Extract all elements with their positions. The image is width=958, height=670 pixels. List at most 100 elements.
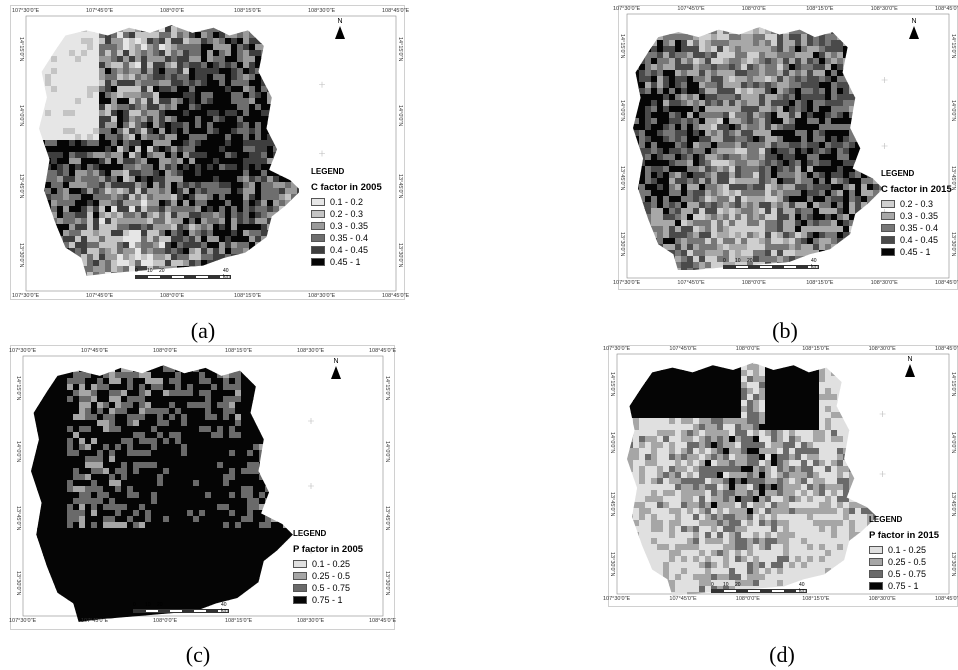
latitude-label: 13°30'0"N — [15, 570, 21, 595]
longitude-label: 108°0'0"E — [741, 6, 766, 12]
legend-item: 0.3 - 0.35 — [311, 220, 382, 232]
study-area-raster — [627, 362, 877, 597]
legend-item: 0.4 - 0.45 — [311, 244, 382, 256]
scale-label: 20 — [747, 258, 753, 264]
legend-item: 0.35 - 0.4 — [881, 222, 952, 234]
longitude-label: 107°30'0"E — [9, 348, 37, 354]
scale-label: 40 km — [223, 268, 230, 280]
map-panel-c-factor-2005: LEGEND C factor in 2005 0.1 - 0.2 0.2 - 0.3… — [10, 5, 409, 300]
latitude-label: 13°30'0"N — [18, 242, 24, 268]
map-canvas — [22, 355, 384, 622]
map-panel-c-factor-2015: LEGEND C factor in 2015 0.2 - 0.3 0.3 - 0.3… — [613, 5, 958, 290]
longitude-label: 108°45'0"E — [382, 8, 410, 14]
legend-swatch — [881, 212, 895, 220]
scale-label: 20 — [157, 602, 163, 608]
legend-item: 0.75 - 1 — [293, 594, 363, 606]
caption-a: (a) — [190, 318, 216, 343]
legend-item: 0.1 - 0.25 — [869, 544, 939, 556]
longitude-label: 107°45'0"E — [81, 348, 109, 354]
graticule-cross — [319, 150, 325, 157]
graticule-cross — [881, 143, 888, 149]
scale-label: 0 — [133, 602, 136, 608]
longitude-label: 108°15'0"E — [802, 596, 830, 602]
legend-item: 0.4 - 0.45 — [881, 234, 952, 246]
north-arrow-icon: N — [907, 18, 921, 39]
map-frame — [616, 353, 950, 595]
longitude-label: 108°30'0"E — [297, 618, 325, 624]
longitude-label: 108°30'0"E — [297, 348, 325, 354]
legend-item: 0.45 - 1 — [881, 246, 952, 258]
longitude-label: 108°0'0"E — [153, 618, 178, 624]
scale-label: 10 — [145, 602, 151, 608]
graticule-cross — [308, 548, 314, 554]
scale-bar: 0 10 20 40 km — [135, 268, 235, 282]
scale-label: 10 — [723, 582, 729, 588]
longitude-label: 108°0'0"E — [735, 346, 760, 352]
scale-label: 0 — [711, 582, 714, 588]
legend-swatch — [311, 258, 325, 266]
scale-label: 20 — [159, 268, 165, 274]
map-frame — [25, 15, 397, 292]
latitude-label: 13°45'0"N — [18, 174, 24, 199]
legend-item: 0.5 - 0.75 — [869, 568, 939, 580]
longitude-label: 107°45'0"E — [86, 8, 114, 14]
longitude-label: 107°45'0"E — [677, 6, 705, 12]
longitude-label: 108°0'0"E — [160, 8, 185, 14]
longitude-label: 108°45'0"E — [935, 596, 958, 602]
longitude-label: 107°45'0"E — [677, 280, 705, 286]
graticule-cross — [879, 411, 886, 417]
legend-item: 0.35 - 0.4 — [311, 232, 382, 244]
longitude-label: 107°30'0"E — [603, 596, 631, 602]
latitude-label: 14°0'0"N — [15, 440, 21, 462]
legend-swatch — [311, 210, 325, 218]
longitude-label: 108°15'0"E — [225, 348, 253, 354]
legend-swatch — [869, 570, 883, 578]
legend-swatch — [881, 236, 895, 244]
latitude-label: 14°15'0"N — [397, 36, 403, 62]
legend-swatch — [293, 584, 307, 592]
legend-heading: LEGEND — [311, 167, 345, 176]
legend-heading: LEGEND — [869, 515, 903, 524]
longitude-label: 108°0'0"E — [741, 280, 766, 286]
study-area-raster — [633, 27, 883, 270]
legend-swatch — [869, 558, 883, 566]
longitude-label: 108°45'0"E — [369, 618, 397, 624]
scale-label: 40 km — [811, 258, 818, 270]
legend-label: 0.75 - 1 — [888, 581, 919, 591]
legend-swatch — [881, 200, 895, 208]
latitude-label: 14°0'0"N — [950, 432, 956, 454]
legend-label: 0.1 - 0.25 — [312, 559, 351, 569]
latitude-label: 14°15'0"N — [619, 33, 625, 59]
latitude-label: 14°15'0"N — [950, 372, 956, 397]
graticule-cross — [319, 81, 325, 88]
map-legend: LEGEND C factor in 2015 0.2 - 0.3 0.3 - 0.3… — [881, 168, 952, 258]
north-arrow-icon: N — [903, 356, 917, 377]
longitude-label: 108°15'0"E — [234, 293, 262, 299]
longitude-label: 107°45'0"E — [669, 346, 697, 352]
latitude-label: 14°15'0"N — [15, 375, 21, 400]
legend-swatch — [311, 222, 325, 230]
legend-label: 0.1 - 0.2 — [330, 197, 364, 207]
legend-item: 0.1 - 0.25 — [293, 558, 363, 570]
longitude-label: 108°45'0"E — [369, 348, 397, 354]
legend-swatch — [311, 246, 325, 254]
legend-item: 0.25 - 0.5 — [293, 570, 363, 582]
longitude-label: 108°30'0"E — [868, 346, 896, 352]
legend-label: 0.45 - 1 — [330, 257, 361, 267]
legend-item: 0.5 - 0.75 — [293, 582, 363, 594]
legend-label: 0.25 - 0.5 — [312, 571, 351, 581]
caption-b: (b) — [772, 318, 798, 343]
scale-label: 0 — [723, 258, 726, 264]
caption-d: (d) — [769, 642, 795, 667]
study-area-raster — [39, 25, 299, 276]
scale-label: 20 — [735, 582, 741, 588]
longitude-label: 107°30'0"E — [12, 8, 40, 14]
longitude-label: 107°30'0"E — [9, 618, 37, 624]
legend-swatch — [293, 596, 307, 604]
longitude-label: 108°0'0"E — [735, 596, 760, 602]
latitude-label: 13°45'0"N — [950, 492, 956, 517]
graticule-cross — [879, 471, 886, 477]
north-arrow-icon: N — [333, 18, 347, 39]
longitude-label: 108°15'0"E — [806, 280, 834, 286]
scale-bar: 0 10 20 40 km — [133, 602, 233, 616]
